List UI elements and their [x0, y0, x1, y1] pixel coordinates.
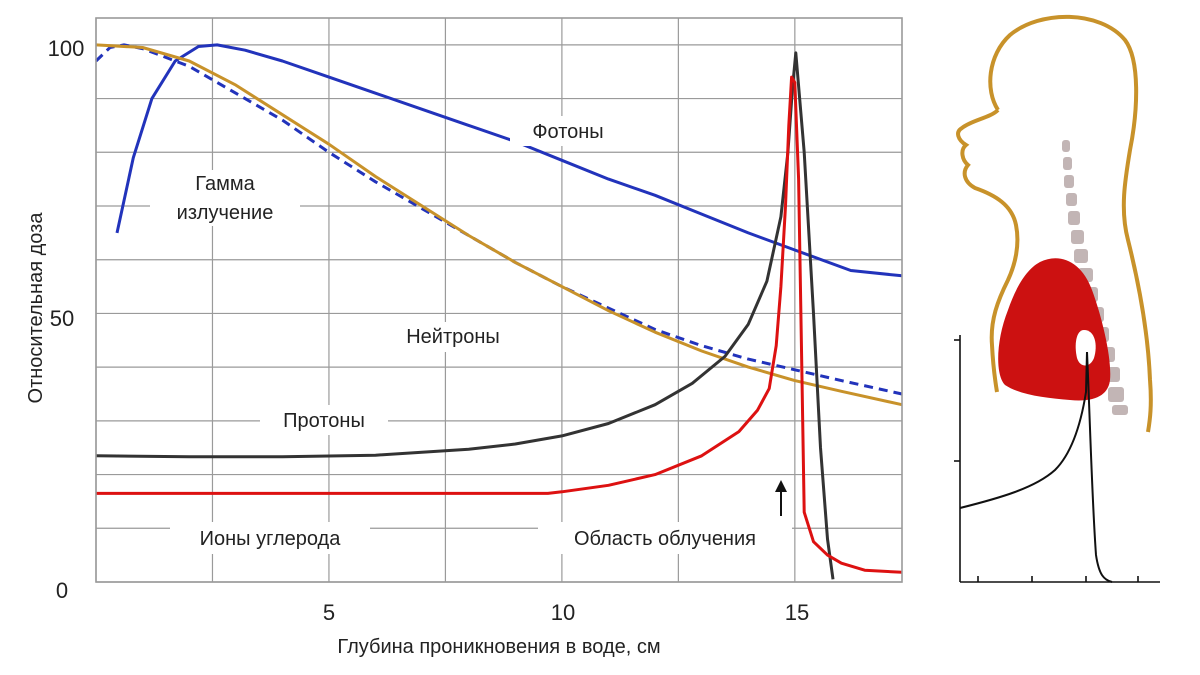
y-tick-label: 0: [56, 578, 68, 603]
y-tick-label: 100: [48, 36, 85, 61]
photons-label: Фотоны: [532, 121, 603, 143]
x-tick-label: 10: [551, 600, 575, 625]
head-neck-outline: [988, 14, 1153, 433]
up-arrow-icon: [775, 480, 787, 516]
tumor-target-hole: [1075, 330, 1096, 366]
x-axis-title: Глубина проникновения в воде, см: [337, 636, 660, 658]
chart-series: [94, 43, 903, 580]
y-axis-title: Относительная доза: [25, 212, 47, 404]
series-labels: Фотоны Гамма излучение Нейтроны Протоны …: [150, 116, 792, 554]
protons-label: Протоны: [283, 410, 365, 432]
x-tick-label: 5: [323, 600, 335, 625]
neutrons-label: Нейтроны: [406, 326, 500, 348]
series-line-3: [95, 51, 835, 580]
gamma-label-line2: излучение: [177, 202, 274, 224]
face-outline: [956, 108, 1020, 393]
series-line-0: [115, 43, 903, 278]
plot-frame: [95, 17, 903, 583]
series-line-4: [96, 75, 903, 574]
x-tick-label: 15: [785, 600, 809, 625]
patient-profile-illustration: [954, 14, 1160, 583]
mini-dose-curve: [959, 351, 1113, 583]
y-tick-label: 50: [50, 306, 74, 331]
series-line-1: [94, 43, 903, 396]
gamma-label-line1: Гамма: [195, 173, 255, 195]
tumor: [998, 258, 1111, 401]
chart-axes: [95, 17, 903, 583]
series-line-2: [95, 43, 903, 407]
chart-grid: [95, 18, 902, 583]
tick-labels: 0 50 100 5 10 15: [48, 36, 810, 625]
irradiation-area-label: Область облучения: [574, 528, 756, 550]
mini-dose-axes: [954, 335, 1160, 583]
carbon-ions-label: Ионы углерода: [200, 528, 342, 550]
